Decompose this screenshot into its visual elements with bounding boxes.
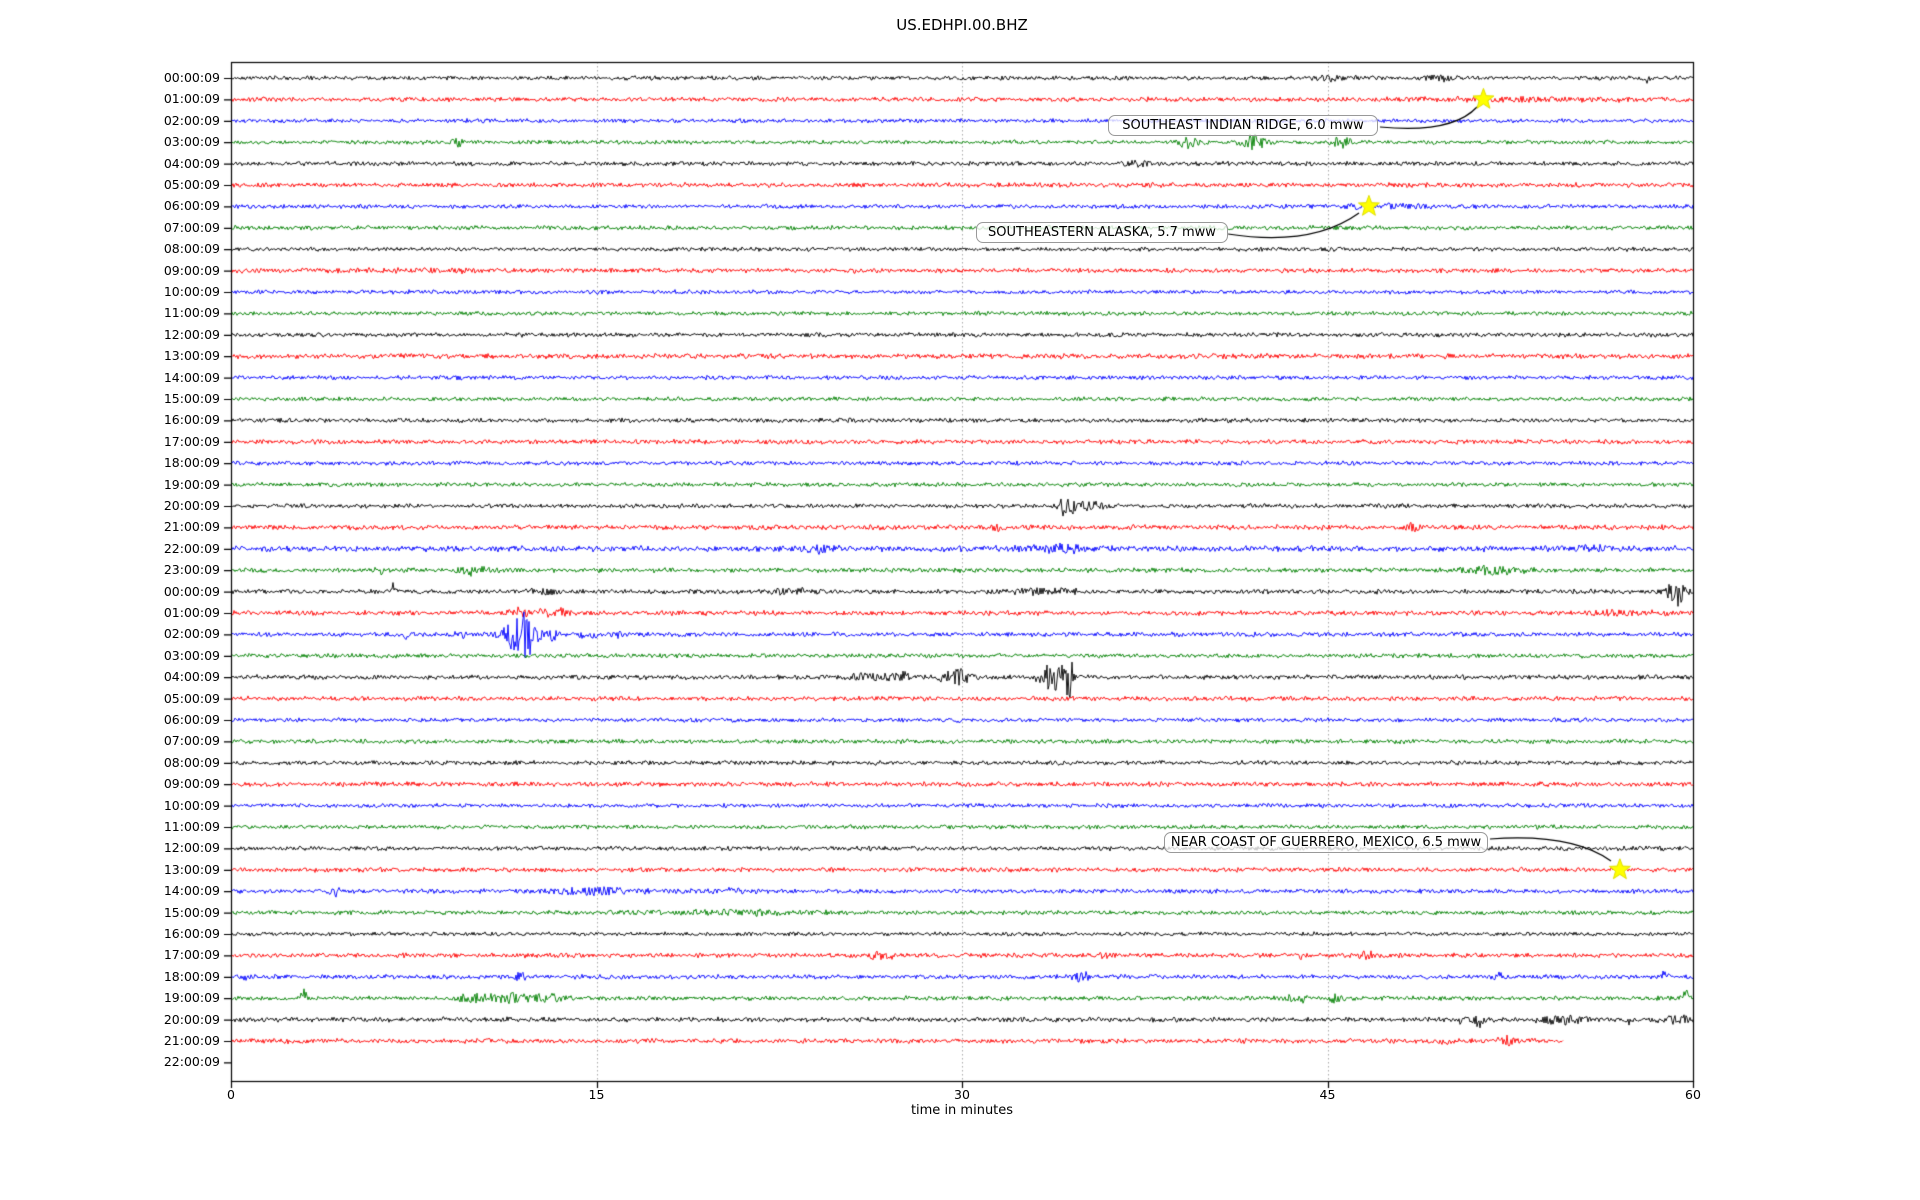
y-tick-label: 15:00:09	[163, 904, 220, 920]
y-tick-label: 05:00:09	[163, 690, 220, 706]
y-tick-label: 12:00:09	[163, 326, 220, 342]
y-tick-label: 00:00:09	[163, 583, 220, 599]
y-tick-label: 02:00:09	[163, 626, 220, 642]
y-tick-label: 02:00:09	[163, 112, 220, 128]
y-tick-label: 19:00:09	[163, 476, 220, 492]
y-tick-label: 14:00:09	[163, 883, 220, 899]
y-tick-label: 10:00:09	[163, 284, 220, 299]
x-axis-label: time in minutes	[910, 1103, 1014, 1118]
y-tick-label: 07:00:09	[163, 733, 220, 749]
y-tick-label: 17:00:09	[163, 947, 220, 963]
y-tick-label: 11:00:09	[163, 819, 220, 834]
y-tick-label: 06:00:09	[163, 712, 220, 727]
y-tick-label: 01:00:09	[163, 605, 220, 620]
y-tick-label: 07:00:09	[163, 219, 220, 235]
y-tick-label: 04:00:09	[163, 155, 220, 171]
y-tick-label: 13:00:09	[163, 348, 220, 364]
y-tick-label: 16:00:09	[163, 926, 220, 941]
y-tick-label: 01:00:09	[163, 91, 220, 107]
y-tick-label: 05:00:09	[163, 177, 220, 192]
y-tick-label: 03:00:09	[163, 647, 220, 663]
y-tick-label: 21:00:09	[163, 1033, 220, 1048]
y-tick-label: 23:00:09	[163, 562, 220, 578]
y-tick-label: 09:00:09	[163, 776, 220, 792]
y-tick-label: 17:00:09	[163, 433, 220, 449]
y-tick-label: 09:00:09	[163, 262, 220, 278]
x-tick-label: 0	[227, 1087, 235, 1102]
y-tick-label: 14:00:09	[163, 369, 220, 385]
event-annotation: SOUTHEASTERN ALASKA, 5.7 mww	[976, 222, 1228, 243]
y-tick-label: 06:00:09	[163, 198, 220, 214]
plot-title: US.EDHPI.00.BHZ	[896, 16, 1028, 34]
y-tick-label: 22:00:09	[163, 540, 220, 556]
y-tick-label: 18:00:09	[163, 455, 220, 471]
y-tick-label: 03:00:09	[163, 134, 220, 150]
x-tick-label: 30	[954, 1087, 970, 1102]
y-tick-label: 08:00:09	[163, 241, 220, 257]
y-tick-label: 16:00:09	[163, 412, 220, 428]
y-tick-label: 12:00:09	[163, 840, 220, 856]
y-tick-label: 19:00:09	[163, 990, 220, 1006]
x-tick-label: 15	[588, 1087, 605, 1102]
x-tick-label: 60	[1685, 1087, 1701, 1102]
y-tick-label: 04:00:09	[163, 669, 220, 685]
y-tick-label: 08:00:09	[163, 754, 220, 770]
y-tick-label: 20:00:09	[163, 498, 220, 513]
y-tick-label: 11:00:09	[163, 305, 220, 321]
event-annotation: SOUTHEAST INDIAN RIDGE, 6.0 mww	[1108, 115, 1378, 136]
y-tick-label: 00:00:09	[163, 70, 220, 85]
y-tick-label: 20:00:09	[163, 1011, 220, 1027]
x-tick-label: 45	[1319, 1087, 1336, 1102]
event-annotation: NEAR COAST OF GUERRERO, MEXICO, 6.5 mww	[1164, 832, 1488, 853]
y-tick-label: 18:00:09	[163, 968, 220, 984]
y-tick-label: 15:00:09	[163, 391, 220, 406]
y-tick-label: 13:00:09	[163, 861, 220, 877]
y-tick-label: 10:00:09	[163, 797, 220, 813]
y-tick-label: 21:00:09	[163, 519, 220, 535]
y-tick-label: 22:00:09	[163, 1054, 220, 1070]
